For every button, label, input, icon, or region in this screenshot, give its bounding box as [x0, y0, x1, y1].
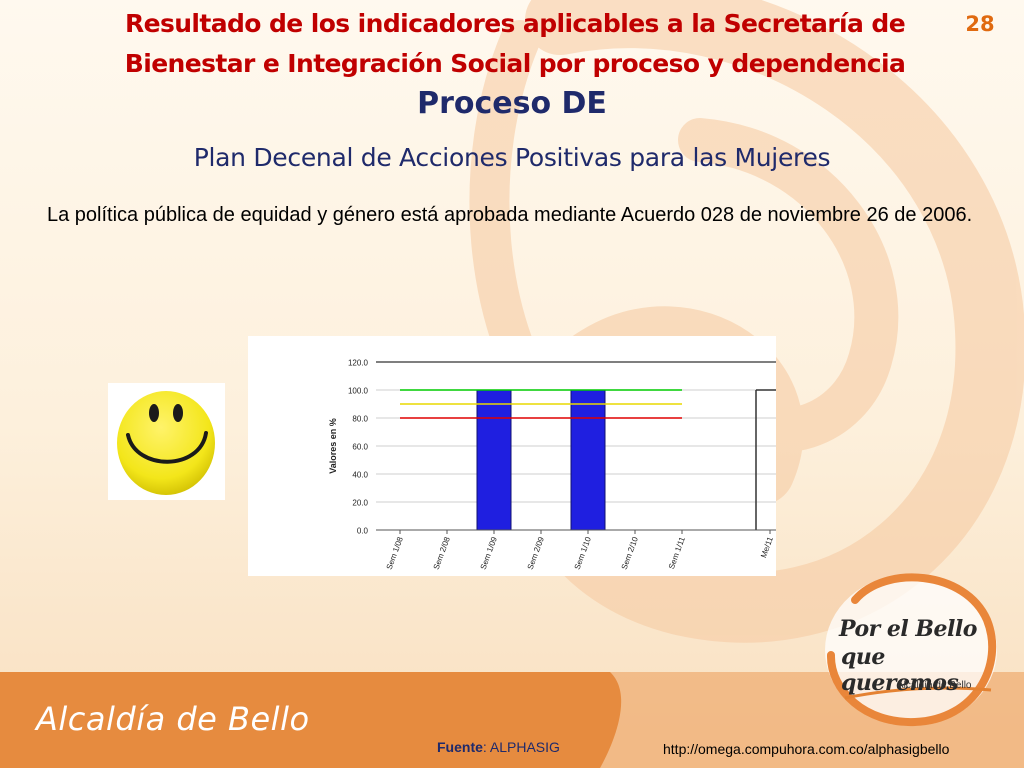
x-tick-label: Me/11: [759, 535, 775, 559]
x-tick-label: Sem 2/08: [432, 535, 452, 571]
y-tick-label: 0.0: [357, 527, 369, 536]
logo-ring-icon: [825, 573, 997, 727]
indicator-chart: 0.0 20.0 40.0 60.0 80.0 100.0 120.0 Valores en …: [248, 336, 776, 576]
y-tick-label: 120.0: [348, 359, 369, 368]
smiley-face-icon: [117, 391, 215, 495]
y-axis-label: Valores en %: [328, 418, 338, 474]
x-tick-label: Sem 2/09: [526, 535, 546, 571]
y-tick-label: 100.0: [348, 387, 369, 396]
y-tick-label: 20.0: [352, 499, 368, 508]
plan-title: Plan Decenal de Acciones Positivas para …: [193, 143, 831, 172]
process-title: Proceso DE: [417, 86, 607, 121]
y-tick-label: 80.0: [352, 415, 368, 424]
source-value: : ALPHASIG: [482, 739, 560, 755]
y-tick-label: 60.0: [352, 443, 368, 452]
bar: [570, 389, 606, 531]
chart-canvas: 0.0 20.0 40.0 60.0 80.0 100.0 120.0 Valores en …: [328, 359, 776, 571]
x-tick-label: Sem 2/10: [620, 535, 640, 571]
slide-title: Resultado de los indicadores aplicables …: [124, 9, 906, 78]
logo-line-1: Por el Bello: [839, 616, 977, 642]
y-tick-label: 40.0: [352, 471, 368, 480]
bar: [476, 389, 512, 531]
x-tick-label: Sem 1/11: [667, 535, 687, 570]
smiley-image: [108, 383, 225, 500]
bello-logo: Por el Bello que queremos Alcaldía de Be…: [815, 570, 1003, 730]
footer-url-link[interactable]: http://omega.compuhora.com.co/alphasigbe…: [663, 741, 950, 757]
logo-subtitle: Alcaldía de Bello: [897, 680, 972, 691]
brand-name: Alcaldía de Bello: [36, 700, 310, 738]
source-note: Fuente: ALPHASIG: [437, 739, 560, 755]
x-tick-label: Sem 1/09: [479, 535, 499, 571]
x-tick-label: Sem 1/08: [385, 535, 405, 571]
page-number: 28: [965, 12, 995, 36]
x-tick-label: Sem 1/10: [573, 535, 593, 571]
source-label: Fuente: [437, 739, 483, 755]
logo-line-2: que queremos: [841, 644, 959, 696]
description-text: La política pública de equidad y género …: [47, 204, 973, 226]
